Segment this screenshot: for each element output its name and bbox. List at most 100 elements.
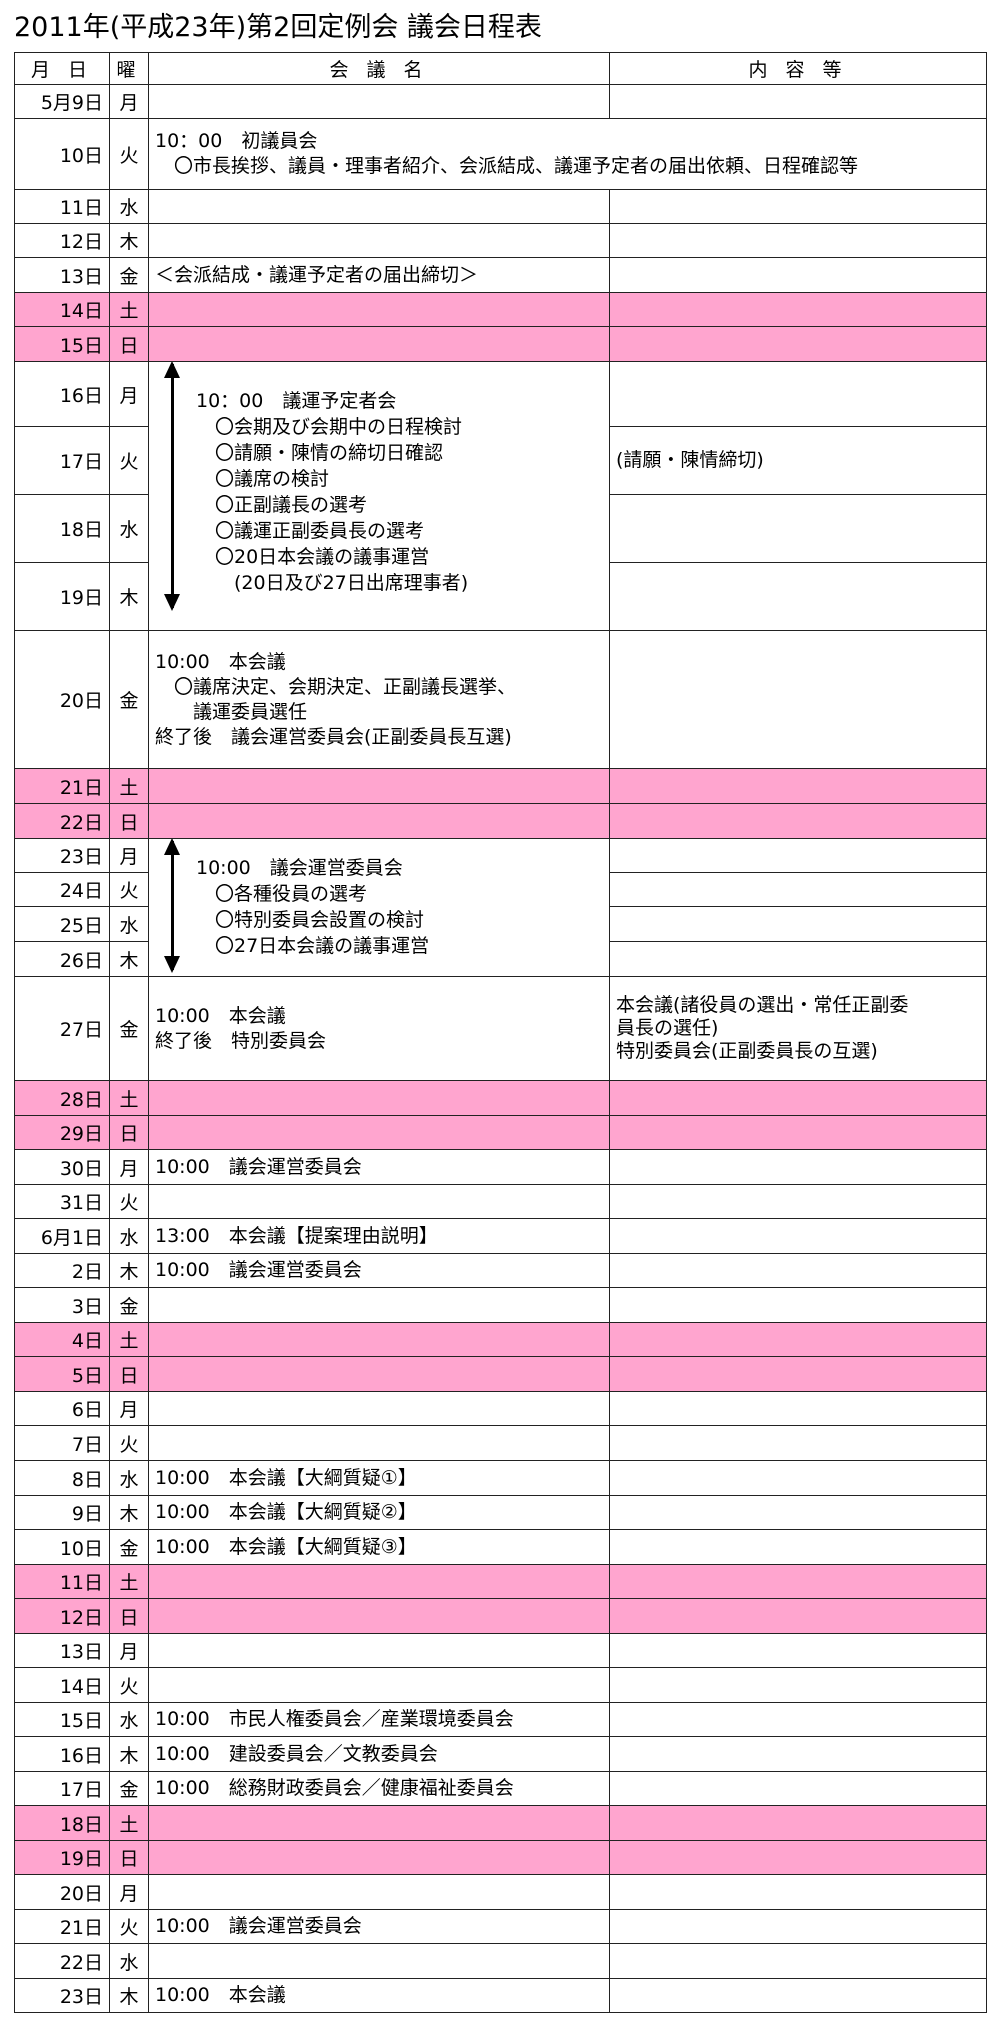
date-cell: 18日 [14, 1805, 110, 1841]
date-cell: 22日 [14, 803, 110, 839]
note-line: 員長の選任) [616, 1017, 719, 1039]
date-cell: 15日 [14, 326, 110, 362]
weekday-cell: 木 [109, 1736, 149, 1772]
meeting-line: 10:00 市民人権委員会／産業環境委員会 [155, 1708, 514, 1730]
schedule-row: 5月9日月 [14, 84, 987, 119]
notes-cell [609, 1356, 987, 1392]
agenda-line: 〇20日本会議の議事運営 [196, 546, 430, 568]
committee-block-2-text: 10:00 議会運営委員会 〇各種役員の選考 〇特別委員会設置の検討 〇27日本… [196, 855, 429, 959]
date-cell: 23日 [14, 838, 110, 873]
date-cell: 4日 [14, 1322, 110, 1357]
notes-cell [609, 768, 987, 804]
note-line: 特別委員会(正副委員長の互選) [616, 1040, 878, 1062]
date-cell: 5日 [14, 1356, 110, 1392]
weekday-cell: 日 [109, 1115, 149, 1150]
notes-cell [609, 223, 987, 258]
meeting-cell: 10:00 本会議 〇議席決定、会期決定、正副議長選挙、 議運委員選任 終了後 議… [148, 630, 610, 769]
weekday-cell: 金 [109, 1771, 149, 1806]
date-cell: 10日 [14, 118, 110, 190]
date-cell: 12日 [14, 223, 110, 258]
notes-cell [609, 562, 987, 631]
schedule-row: 7日火 [14, 1425, 987, 1461]
weekday-cell: 月 [109, 1874, 149, 1910]
header-row: 月 日 曜 会 議 名 内 容 等 [14, 52, 987, 85]
meeting-cell: 10:00 本会議【大綱質疑③】 [148, 1529, 610, 1565]
schedule-row: 18日水 [14, 494, 987, 563]
schedule-row: 11日土 [14, 1564, 987, 1599]
weekday-cell: 月 [109, 838, 149, 873]
weekday-cell: 月 [109, 1149, 149, 1185]
header-dow: 曜 [109, 52, 149, 85]
header-date: 月 日 [14, 52, 110, 85]
schedule-row: 12日日 [14, 1598, 987, 1634]
notes-cell [609, 1667, 987, 1703]
weekday-cell: 火 [109, 426, 149, 495]
agenda-line: 〇請願・陳情の締切日確認 [196, 442, 444, 464]
weekday-cell: 火 [109, 872, 149, 907]
agenda-line: 〇正副議長の選考 [196, 494, 368, 516]
meeting-line: 10:00 議会運営委員会 [155, 1259, 362, 1281]
meeting-line: 10:00 本会議【大綱質疑③】 [155, 1535, 417, 1558]
schedule-row: 11日水 [14, 189, 987, 224]
notes-cell [609, 1529, 987, 1565]
weekday-cell: 水 [109, 1460, 149, 1496]
schedule-row: 23日月 10:00 議会運営委員会 〇各種役員の選考 〇特別委員会設置の検討 … [14, 838, 987, 977]
schedule-row: 26日木 [14, 941, 987, 977]
notes-cell [609, 1495, 987, 1530]
schedule-row: 16日木 10:00 建設委員会／文教委員会 [14, 1736, 987, 1772]
meeting-cell [148, 1598, 610, 1634]
notes-cell [609, 1874, 987, 1910]
notes-cell [609, 630, 987, 769]
date-cell: 25日 [14, 906, 110, 942]
committee-block-1: 10：00 議運予定者会 〇会期及び会期中の日程検討 〇請願・陳情の締切日確認 … [148, 361, 610, 631]
meeting-cell [148, 1080, 610, 1116]
schedule-row: 22日水 [14, 1943, 987, 1979]
weekday-cell: 月 [109, 361, 149, 427]
meeting-cell [148, 1356, 610, 1392]
double-arrow-icon [164, 839, 180, 973]
date-cell: 29日 [14, 1115, 110, 1150]
weekday-cell: 火 [109, 1184, 149, 1219]
meeting-cell [148, 1322, 610, 1357]
meeting-cell: 10:00 本会議【大綱質疑①】 [148, 1460, 610, 1496]
schedule-row: 28日土 [14, 1080, 987, 1116]
meeting-cell: 10:00 議会運営委員会 [148, 1149, 610, 1185]
schedule-row: 23日木 10:00 本会議 [14, 1978, 987, 2013]
schedule-row: 6月1日水 13:00 本会議【提案理由説明】 [14, 1218, 987, 1254]
meeting-line: 終了後 特別委員会 [155, 1029, 327, 1052]
notes-cell [609, 189, 987, 224]
schedule-row: 21日火 10:00 議会運営委員会 [14, 1909, 987, 1944]
weekday-cell: 水 [109, 1218, 149, 1254]
date-cell: 13日 [14, 257, 110, 293]
weekday-cell: 木 [109, 1978, 149, 2013]
weekday-cell: 日 [109, 1840, 149, 1875]
meeting-line: 議運委員選任 [155, 700, 308, 723]
meeting-cell [148, 1391, 610, 1426]
agenda-line: 〇各種役員の選考 [196, 883, 368, 905]
weekday-cell: 金 [109, 976, 149, 1081]
notes-cell [609, 1805, 987, 1841]
weekday-cell: 木 [109, 562, 149, 631]
date-cell: 6月1日 [14, 1218, 110, 1254]
notes-cell [609, 906, 987, 942]
notes-cell [609, 1391, 987, 1426]
notes-cell [609, 1253, 987, 1288]
meeting-line: 10:00 本会議 [155, 650, 286, 673]
schedule-row: 21日土 [14, 768, 987, 804]
date-cell: 19日 [14, 562, 110, 631]
notes-cell [609, 494, 987, 563]
agenda-line: 〇会期及び会期中の日程検討 [196, 416, 463, 438]
weekday-cell: 水 [109, 1702, 149, 1737]
date-cell: 30日 [14, 1149, 110, 1185]
date-cell: 3日 [14, 1287, 110, 1323]
weekday-cell: 水 [109, 906, 149, 942]
meeting-line: 10:00 建設委員会／文教委員会 [155, 1742, 438, 1765]
schedule-row: 25日水 [14, 906, 987, 942]
date-cell: 11日 [14, 189, 110, 224]
notes-cell [609, 872, 987, 907]
schedule-row: 13日月 [14, 1633, 987, 1668]
meeting-cell: 10:00 本会議【大綱質疑②】 [148, 1495, 610, 1530]
header-notes: 内 容 等 [609, 52, 987, 85]
meeting-cell [148, 1287, 610, 1323]
schedule-row: 10日火 10：00 初議員会 〇市長挨拶、議員・理事者紹介、会派結成、議運予定者… [14, 118, 987, 190]
